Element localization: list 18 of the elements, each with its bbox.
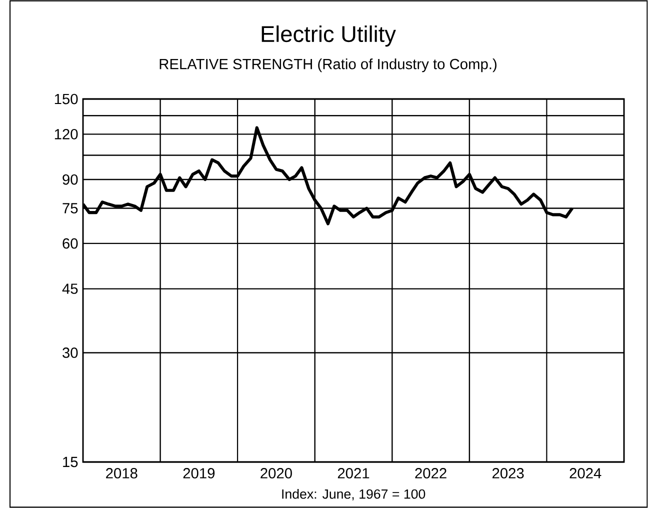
chart-subtitle: RELATIVE STRENGTH (Ratio of Industry to Comp.) bbox=[160, 58, 496, 72]
y-tick-label: 90 bbox=[62, 174, 78, 185]
y-tick-label: 30 bbox=[62, 348, 78, 358]
text: Index: June, 1967 = 100 bbox=[282, 488, 426, 500]
y-tick-label: 75 bbox=[62, 203, 78, 214]
x-tick-label: 2024 bbox=[570, 468, 602, 478]
y-tick-label: 15 bbox=[63, 456, 78, 468]
x-tick-label: 2020 bbox=[260, 468, 292, 478]
x-tick-label: 2019 bbox=[183, 468, 215, 478]
y-tick-label: 150 bbox=[54, 94, 78, 104]
y-tick-label: 120 bbox=[54, 128, 78, 140]
chart-title: Electric Utility bbox=[262, 25, 396, 47]
x-tick-label: 2018 bbox=[106, 468, 138, 478]
y-tick-label: 45 bbox=[62, 284, 78, 294]
y-tick-label: 60 bbox=[62, 238, 78, 249]
x-tick-label: 2021 bbox=[338, 468, 370, 478]
x-tick-label: 2022 bbox=[415, 468, 446, 478]
x-tick-label: 2023 bbox=[492, 468, 524, 478]
